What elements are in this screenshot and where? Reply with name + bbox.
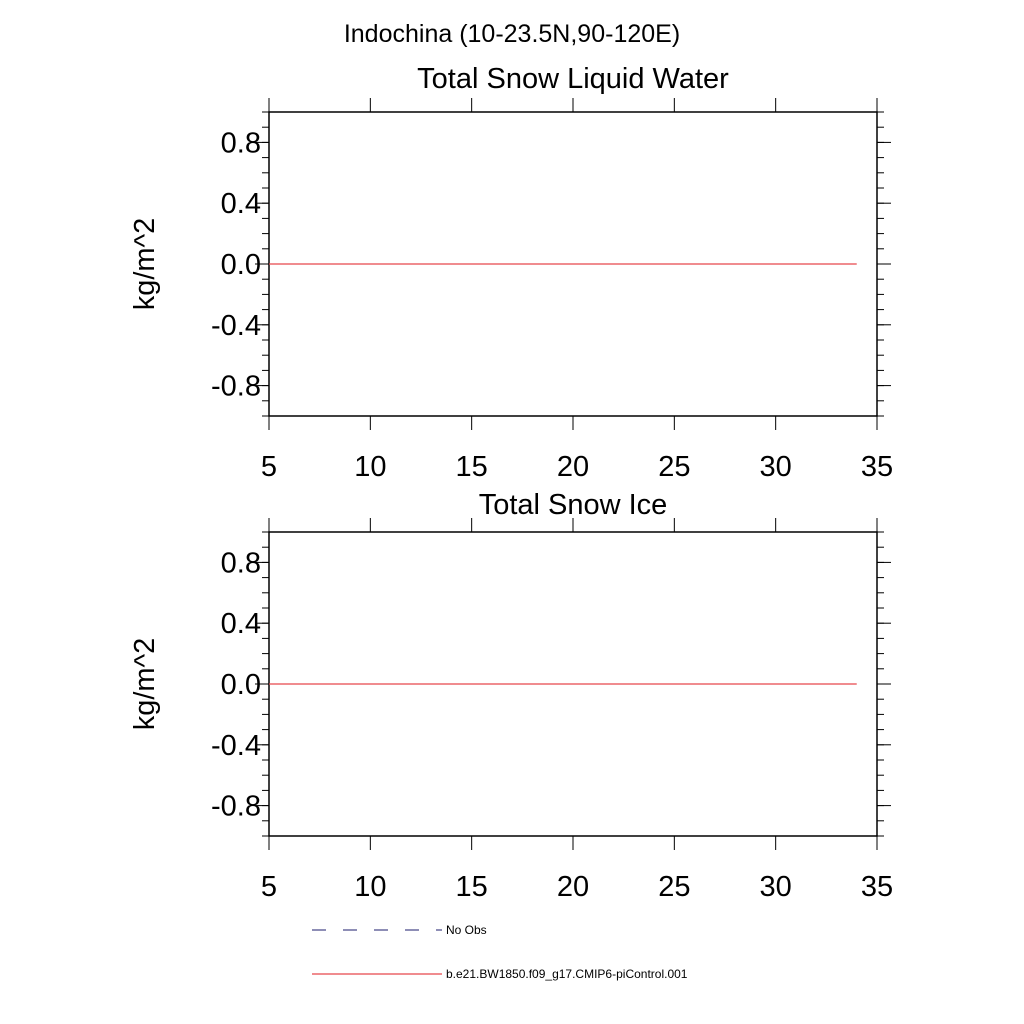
axis-ticks [255,518,891,850]
x-tick-label: 5 [261,871,277,903]
x-tick-label: 10 [354,451,386,483]
x-tick-label: 35 [861,871,893,903]
panel-title: Total Snow Liquid Water [417,63,729,95]
y-tick-label: -0.8 [211,371,261,403]
x-tick-label: 15 [456,451,488,483]
y-tick-label: 0.0 [221,249,261,281]
chart-panel-snow-liquid-water: Total Snow Liquid Water kg/m^2 5 10 15 20 25… [129,63,893,483]
axis-tick-labels: 5 10 15 20 25 30 35 -0.8 -0.4 0.0 0.4 0.8 [211,127,893,483]
x-tick-label: 25 [658,871,690,903]
x-tick-label: 30 [760,451,792,483]
x-tick-label: 30 [760,871,792,903]
x-tick-label: 5 [261,451,277,483]
y-tick-label: 0.0 [221,669,261,701]
figure-title: Indochina (10-23.5N,90-120E) [344,20,680,48]
axis-tick-labels: 5 10 15 20 25 30 35 -0.8 -0.4 0.0 0.4 0.8 [211,547,893,903]
x-tick-label: 25 [658,451,690,483]
y-tick-label: 0.4 [221,188,261,220]
x-tick-label: 20 [557,871,589,903]
x-tick-label: 10 [354,871,386,903]
panel-title: Total Snow Ice [479,489,668,521]
y-tick-label: 0.8 [221,547,261,579]
y-tick-label: 0.8 [221,127,261,159]
chart-panel-snow-ice: Total Snow Ice kg/m^2 5 10 15 20 25 30 35 -0.8 -… [129,489,893,903]
y-tick-label: -0.4 [211,310,261,342]
legend-label-model: b.e21.BW1850.f09_g17.CMIP6-piControl.001 [446,967,688,981]
legend-label-no-obs: No Obs [446,923,487,937]
y-axis-label: kg/m^2 [129,638,161,731]
axis-ticks [255,98,891,430]
y-tick-label: -0.8 [211,791,261,823]
y-tick-label: 0.4 [221,608,261,640]
y-axis-label: kg/m^2 [129,218,161,311]
x-tick-label: 20 [557,451,589,483]
legend: No Obs b.e21.BW1850.f09_g17.CMIP6-piCont… [312,923,688,981]
x-tick-label: 35 [861,451,893,483]
y-tick-label: -0.4 [211,730,261,762]
x-tick-label: 15 [456,871,488,903]
